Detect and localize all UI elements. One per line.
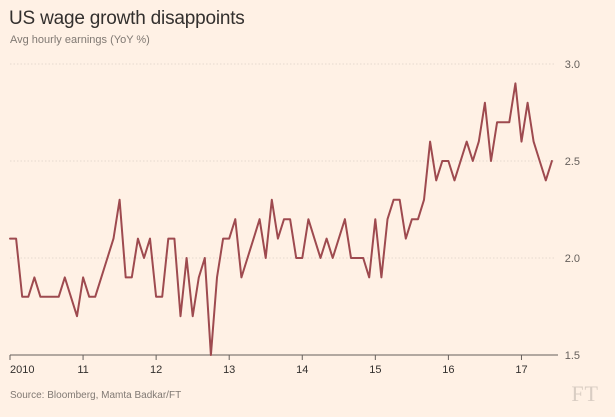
series-line: [9, 82, 553, 356]
x-tick-label: 15: [369, 364, 381, 376]
y-tick-label: 1.5: [565, 350, 580, 362]
y-tick-label: 3.0: [565, 59, 580, 71]
ft-logo: FT: [571, 381, 599, 406]
chart-title: US wage growth disappoints: [9, 8, 245, 29]
y-tick-label: 2.0: [565, 253, 580, 265]
x-tick-label: 12: [150, 364, 162, 376]
y-tick-label: 2.5: [565, 156, 580, 168]
x-tick-label: 11: [77, 364, 88, 376]
source-note: Source: Bloomberg, Mamta Badkar/FT: [10, 390, 182, 401]
x-tick-label: 2010: [10, 364, 34, 376]
chart-subtitle: Avg hourly earnings (YoY %): [10, 34, 150, 46]
x-tick-label: 16: [442, 364, 454, 376]
x-tick-label: 17: [515, 364, 527, 376]
x-tick-label: 14: [296, 364, 308, 376]
x-tick-label: 13: [223, 364, 235, 376]
